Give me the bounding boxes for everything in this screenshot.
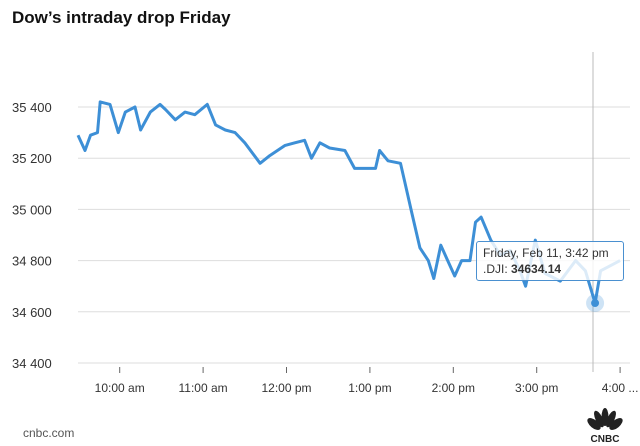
tooltip: Friday, Feb 11, 3:42 pm .DJI: 34634.14 <box>476 241 624 281</box>
x-tick-label: 10:00 am <box>95 381 145 395</box>
svg-text:CNBC: CNBC <box>591 434 620 444</box>
cnbc-peacock-logo: CNBC <box>587 408 623 444</box>
y-tick-label: 34 600 <box>12 305 52 320</box>
y-tick-label: 34 800 <box>12 254 52 269</box>
x-tick-label: 4:00 ... <box>602 381 639 395</box>
chart-title: Dow’s intraday drop Friday <box>12 8 231 27</box>
x-tick-label: 1:00 pm <box>348 381 391 395</box>
source-label: cnbc.com <box>23 426 75 440</box>
x-tick-label: 3:00 pm <box>515 381 558 395</box>
x-tick-label: 11:00 am <box>179 381 228 395</box>
x-tick-label: 12:00 pm <box>261 381 311 395</box>
tooltip-series-label: .DJI: <box>483 262 508 276</box>
tooltip-value: 34634.14 <box>511 262 562 276</box>
x-tick-label: 2:00 pm <box>432 381 475 395</box>
tooltip-date: Friday, Feb 11, 3:42 pm <box>483 246 609 260</box>
hover-point <box>591 299 600 308</box>
y-tick-label: 35 200 <box>12 151 52 166</box>
y-tick-label: 35 400 <box>12 100 52 115</box>
y-tick-label: 35 000 <box>12 202 52 217</box>
y-tick-label: 34 400 <box>12 356 52 371</box>
